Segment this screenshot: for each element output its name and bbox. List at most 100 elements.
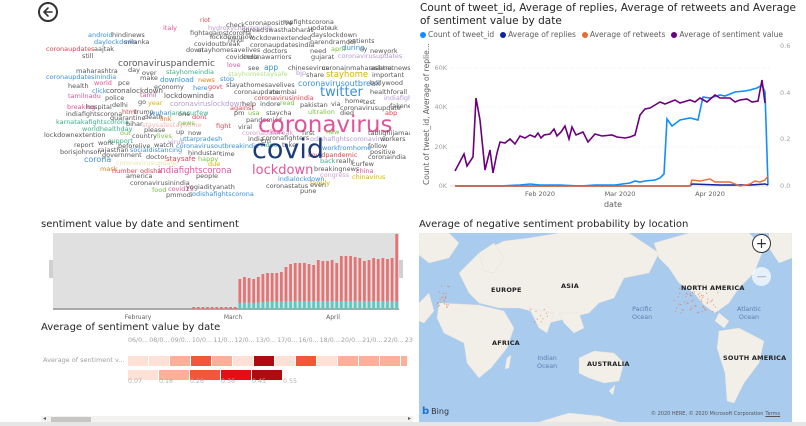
bar-positive[interactable] [271,302,274,309]
map-data-point[interactable] [682,309,683,310]
bar-positive[interactable] [280,302,283,309]
bar-negative[interactable] [215,307,218,309]
word-cloud-word[interactable]: people [196,173,218,180]
map-data-point[interactable] [685,296,686,297]
heatmap-cell[interactable] [275,356,295,366]
word-cloud[interactable]: riot italy hydroxychloroquine check coronapo… [30,10,410,200]
bar-negative[interactable] [266,273,269,302]
bar-negative[interactable] [285,267,288,301]
map-zoom-out-button[interactable]: − [752,267,771,286]
bar-negative[interactable] [206,307,209,309]
heatmap-cell[interactable] [401,356,407,366]
map-data-point[interactable] [694,305,695,306]
word-cloud-word[interactable]: food [152,187,166,194]
word-cloud-word[interactable]: out [120,130,131,137]
bar-negative[interactable] [289,264,292,301]
word-cloud-word[interactable]: corona [84,156,111,164]
bar-positive[interactable] [358,301,361,309]
map-data-point[interactable] [690,309,691,310]
word-cloud-word[interactable]: share [306,72,324,79]
map-data-point[interactable] [541,321,542,322]
map-data-point[interactable] [684,301,685,302]
word-cloud-word[interactable]: bollywood [370,80,403,87]
map-data-point[interactable] [712,300,713,301]
heatmap-cell[interactable] [380,356,400,366]
bar-negative[interactable] [381,258,384,301]
word-cloud-word[interactable]: stayhomeindia [166,69,214,76]
word-cloud-word[interactable]: coronawarriors [243,54,292,61]
word-cloud-word[interactable]: fight [216,123,231,130]
word-cloud-word[interactable]: back [320,158,335,165]
heatmap-cell[interactable] [296,356,316,366]
word-cloud-word[interactable]: tamilnadu [68,93,101,100]
bar-negative[interactable] [368,260,371,301]
map-data-point[interactable] [441,285,442,286]
word-cloud-word[interactable]: important [372,72,404,79]
bar-negative[interactable] [243,277,246,303]
word-cloud-word[interactable]: time [220,151,235,158]
map-data-point[interactable] [444,303,445,304]
map-data-point[interactable] [530,309,531,310]
word-cloud-word[interactable]: coronavirusupdates [338,53,402,60]
map-data-point[interactable] [683,310,684,311]
word-cloud-word[interactable]: love [227,62,241,69]
bar-negative[interactable] [331,260,334,301]
map-data-point[interactable] [701,301,702,302]
bar-positive[interactable] [248,303,251,309]
bar-negative[interactable] [326,261,329,301]
word-cloud-word[interactable]: news [178,120,195,127]
map-data-point[interactable] [537,319,538,320]
word-cloud-word[interactable]: covid [252,136,324,163]
bar-negative[interactable] [257,277,260,303]
bar-positive[interactable] [368,301,371,309]
bar-positive[interactable] [381,301,384,309]
map-data-point[interactable] [445,297,446,298]
word-cloud-word[interactable]: one [178,111,190,118]
bing-map[interactable]: EUROPE ASIA NORTH AMERICA AFRICA AUSTRAL… [419,233,792,422]
map-data-point[interactable] [440,299,441,300]
bar-positive[interactable] [298,301,301,309]
map-data-point[interactable] [713,304,714,305]
word-cloud-word[interactable]: pce [118,80,130,87]
map-data-point[interactable] [702,307,703,308]
scroll-left-arrow-icon[interactable]: ◂ [43,415,46,422]
word-cloud-word[interactable]: pune [300,188,316,195]
bar-positive[interactable] [312,301,315,309]
map-data-point[interactable] [691,306,692,307]
bar-negative[interactable] [335,263,338,301]
map-data-point[interactable] [678,296,679,297]
map-data-point[interactable] [446,307,447,308]
bar-positive[interactable] [294,301,297,309]
word-cloud-word[interactable]: italy [163,25,177,32]
bar-negative[interactable] [354,257,357,301]
heatmap-cell[interactable] [317,356,337,366]
bar-negative[interactable] [220,307,223,309]
map-data-point[interactable] [438,306,439,307]
word-cloud-word[interactable]: country [132,133,157,140]
bar-positive[interactable] [266,302,269,309]
map-data-point[interactable] [698,312,699,313]
map-data-point[interactable] [444,300,445,301]
map-data-point[interactable] [704,308,705,309]
map-data-point[interactable] [691,295,692,296]
map-data-point[interactable] [535,311,536,312]
map-data-point[interactable] [540,315,541,316]
map-data-point[interactable] [703,295,704,296]
map-data-point[interactable] [675,311,676,312]
heatmap-cell[interactable] [359,356,379,366]
bar-positive[interactable] [349,301,352,309]
bar-positive[interactable] [257,303,260,309]
bar-negative[interactable] [202,307,205,309]
map-data-point[interactable] [707,299,708,300]
map-data-point[interactable] [447,286,448,287]
map-data-point[interactable] [547,316,548,317]
bar-positive[interactable] [354,301,357,309]
bar-negative[interactable] [248,278,251,303]
word-cloud-word[interactable]: year [148,100,163,107]
legend-item[interactable]: Average of replies [500,30,576,39]
map-data-point[interactable] [534,321,535,322]
map-data-point[interactable] [707,303,708,304]
heatmap-cell[interactable] [191,356,211,366]
map-data-point[interactable] [690,295,691,296]
word-cloud-word[interactable]: pmmodi [166,192,193,199]
